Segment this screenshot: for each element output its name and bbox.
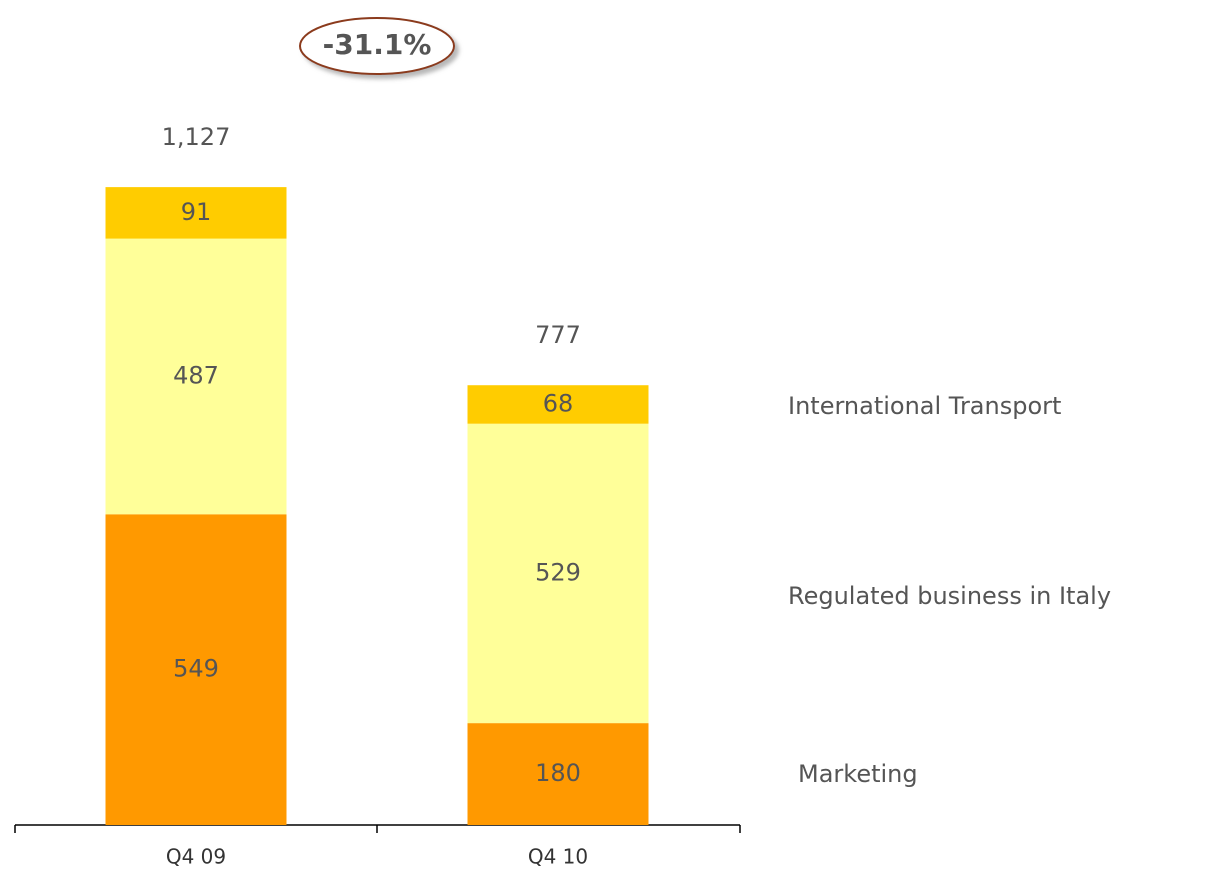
data-label: 91 [181,198,212,226]
total-label: 777 [535,321,581,349]
data-label: 549 [173,655,219,683]
bar-segment [467,423,649,724]
bar-segment [105,187,287,239]
x-tick-label: Q4 09 [166,845,226,869]
bar-segment [467,723,649,825]
x-tick-label: Q4 10 [528,845,588,869]
bar-segment [105,238,287,515]
bar-segment [467,385,649,424]
legend-label: International Transport [788,392,1061,420]
bar-segment [105,514,287,825]
data-label: 68 [543,389,574,417]
data-label: 529 [535,558,581,586]
total-label: 1,127 [162,123,231,151]
legend-label: Regulated business in Italy [788,582,1111,610]
data-label: 180 [535,759,581,787]
annotation: -31.1% [323,28,432,61]
legend-label: Marketing [798,760,918,788]
data-label: 487 [173,361,219,389]
annotation-ellipse [299,17,455,75]
